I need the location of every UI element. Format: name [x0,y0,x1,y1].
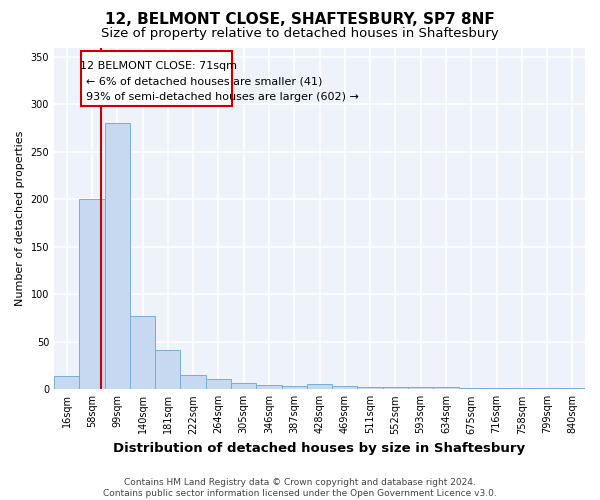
Bar [155,350,181,390]
Bar [281,386,307,390]
Bar [433,388,458,390]
FancyBboxPatch shape [80,52,232,106]
Text: 12 BELMONT CLOSE: 71sqm: 12 BELMONT CLOSE: 71sqm [80,61,238,71]
Bar [307,384,332,390]
Text: 12, BELMONT CLOSE, SHAFTESBURY, SP7 8NF: 12, BELMONT CLOSE, SHAFTESBURY, SP7 8NF [105,12,495,28]
Bar [458,388,484,390]
Text: Contains HM Land Registry data © Crown copyright and database right 2024.
Contai: Contains HM Land Registry data © Crown c… [103,478,497,498]
Bar [383,388,408,390]
Text: Size of property relative to detached houses in Shaftesbury: Size of property relative to detached ho… [101,28,499,40]
Bar [181,375,206,390]
Bar [560,388,585,390]
Bar [206,379,231,390]
Bar [484,388,509,390]
Text: ← 6% of detached houses are smaller (41): ← 6% of detached houses are smaller (41) [86,76,322,86]
Bar [231,382,256,390]
Bar [54,376,79,390]
Bar [358,388,383,390]
Bar [408,388,433,390]
Bar [332,386,358,390]
Bar [509,388,535,390]
Y-axis label: Number of detached properties: Number of detached properties [15,130,25,306]
Bar [104,124,130,390]
Bar [79,200,104,390]
Bar [130,316,155,390]
X-axis label: Distribution of detached houses by size in Shaftesbury: Distribution of detached houses by size … [113,442,526,455]
Bar [535,388,560,390]
Bar [256,384,281,390]
Text: 93% of semi-detached houses are larger (602) →: 93% of semi-detached houses are larger (… [86,92,359,102]
